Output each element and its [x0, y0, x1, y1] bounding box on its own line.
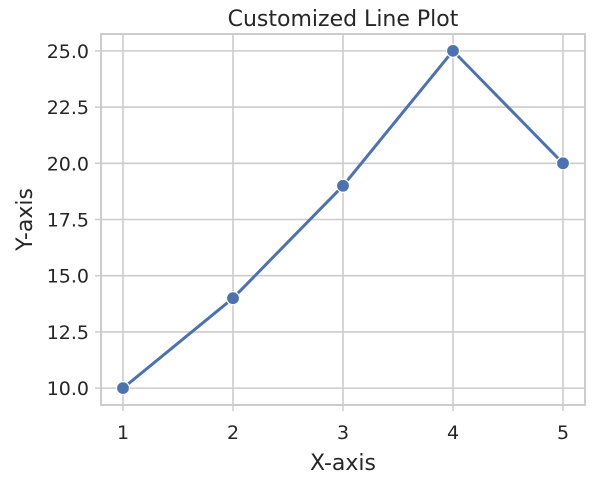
data-point	[225, 291, 241, 306]
x-tick-label: 5	[557, 422, 569, 444]
y-tick-label: 10.0	[47, 378, 89, 400]
y-axis-label: Y-axis	[13, 188, 38, 252]
y-tick-label: 22.5	[47, 97, 89, 119]
x-tick-label: 2	[227, 422, 239, 444]
data-point	[115, 381, 131, 396]
series	[115, 43, 571, 396]
y-tick-label: 15.0	[47, 266, 89, 288]
chart-title: Customized Line Plot	[228, 7, 459, 32]
y-tick-label: 20.0	[47, 153, 89, 175]
y-tick-label: 17.5	[47, 210, 89, 232]
x-tick-label: 1	[117, 422, 129, 444]
data-point	[555, 156, 571, 171]
y-tick-label: 12.5	[47, 322, 89, 344]
y-tick-label: 25.0	[47, 41, 89, 63]
x-axis-label: X-axis	[310, 451, 376, 476]
x-tick-label: 3	[337, 422, 349, 444]
x-tick-label: 4	[447, 422, 459, 444]
data-point	[445, 43, 461, 58]
axis-ticks: 1 2 3 4 5 10.0 12.5 15.0 17.5 20.0 22.5 25.0	[47, 41, 569, 444]
grid	[101, 34, 585, 405]
data-point	[335, 178, 351, 193]
